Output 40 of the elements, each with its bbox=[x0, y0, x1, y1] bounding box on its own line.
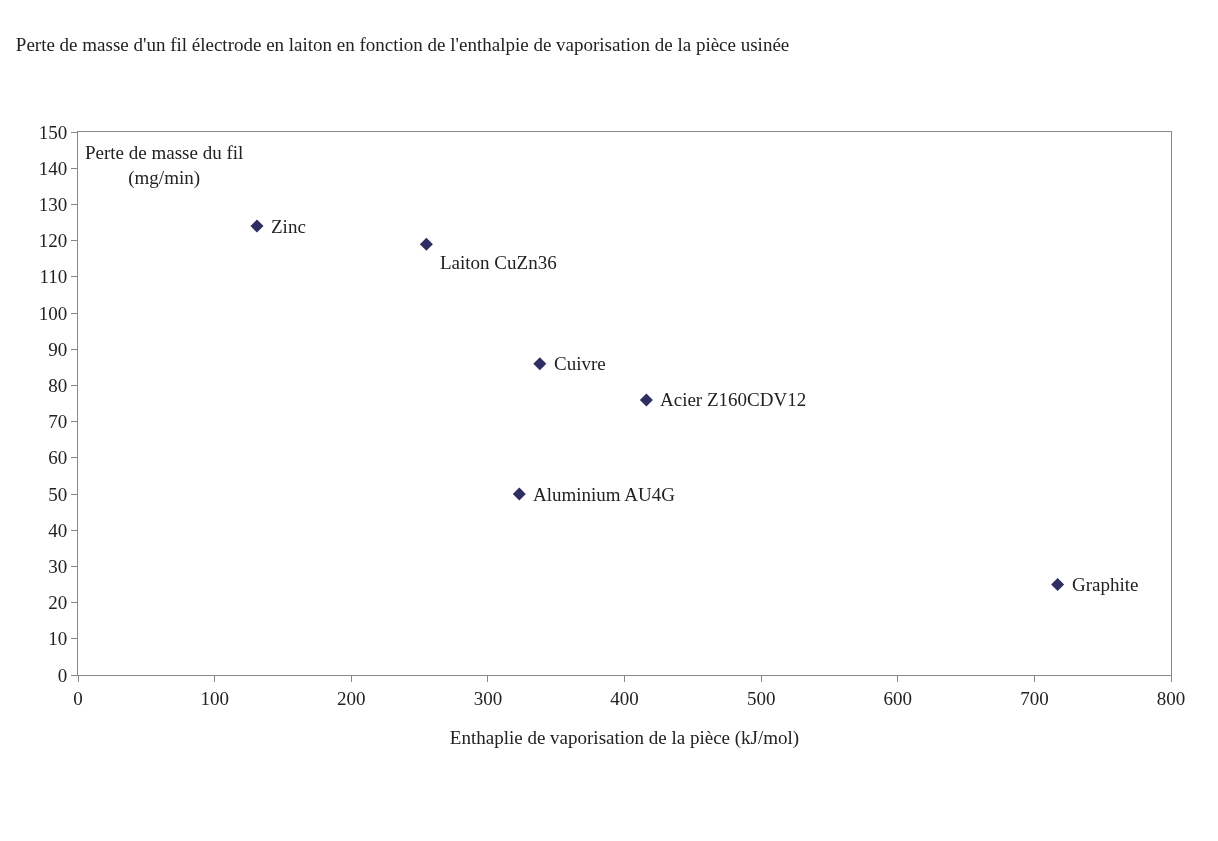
x-axis-title: Enthaplie de vaporisation de la pièce (kJ/mol) bbox=[449, 726, 800, 749]
x-tick-label: 200 bbox=[337, 687, 366, 709]
annotation: Aluminium AU4G bbox=[533, 484, 676, 505]
point bbox=[533, 357, 547, 371]
x-tick-label: 100 bbox=[200, 687, 229, 709]
y-tick-label: 60 bbox=[48, 447, 68, 469]
y-tick-label: 20 bbox=[48, 592, 68, 614]
y-tick-label: 130 bbox=[38, 194, 68, 216]
y-axis-title: Perte de masse du fil (mg/min) bbox=[85, 142, 244, 189]
point bbox=[419, 237, 433, 251]
y-tick-label: 150 bbox=[38, 121, 68, 143]
annotation: Cuivre bbox=[554, 353, 606, 374]
y-tick-label: 100 bbox=[38, 302, 68, 324]
annotation: Zinc bbox=[271, 216, 306, 237]
x-tick-label: 300 bbox=[473, 687, 503, 709]
y-tick-label: 70 bbox=[48, 411, 68, 433]
x-tick-label: 800 bbox=[1156, 687, 1186, 709]
x-tick-label: 400 bbox=[610, 687, 639, 709]
y-tick-label: 30 bbox=[48, 556, 68, 578]
y-tick-label: 50 bbox=[48, 483, 68, 505]
point bbox=[250, 219, 264, 233]
y-tick-label: 120 bbox=[38, 230, 68, 252]
x-tick-label: 0 bbox=[73, 687, 83, 709]
y-tick-label: 10 bbox=[48, 628, 68, 650]
annotation: Graphite bbox=[1072, 574, 1139, 595]
point bbox=[512, 487, 526, 501]
y-tick-label: 110 bbox=[39, 266, 68, 288]
y-tick-label: 140 bbox=[38, 157, 68, 179]
annotation: Acier Z160CDV12 bbox=[660, 389, 807, 410]
annotation: Laiton CuZn36 bbox=[440, 252, 557, 273]
y-tick-label: 40 bbox=[48, 519, 68, 541]
x-tick-label: 500 bbox=[746, 687, 776, 709]
x-tick-label: 700 bbox=[1020, 687, 1049, 709]
y-tick-label: 80 bbox=[48, 375, 68, 397]
point bbox=[639, 393, 653, 407]
y-tick-label: 90 bbox=[48, 338, 68, 360]
point bbox=[1051, 578, 1065, 591]
x-tick-label: 600 bbox=[883, 687, 912, 709]
y-tick-label: 0 bbox=[57, 664, 68, 686]
chart-title: Perte de masse d'un fil électrode en laiton en fonction de l'enthalpie de vaporisation de la pièce usinée bbox=[15, 34, 790, 56]
